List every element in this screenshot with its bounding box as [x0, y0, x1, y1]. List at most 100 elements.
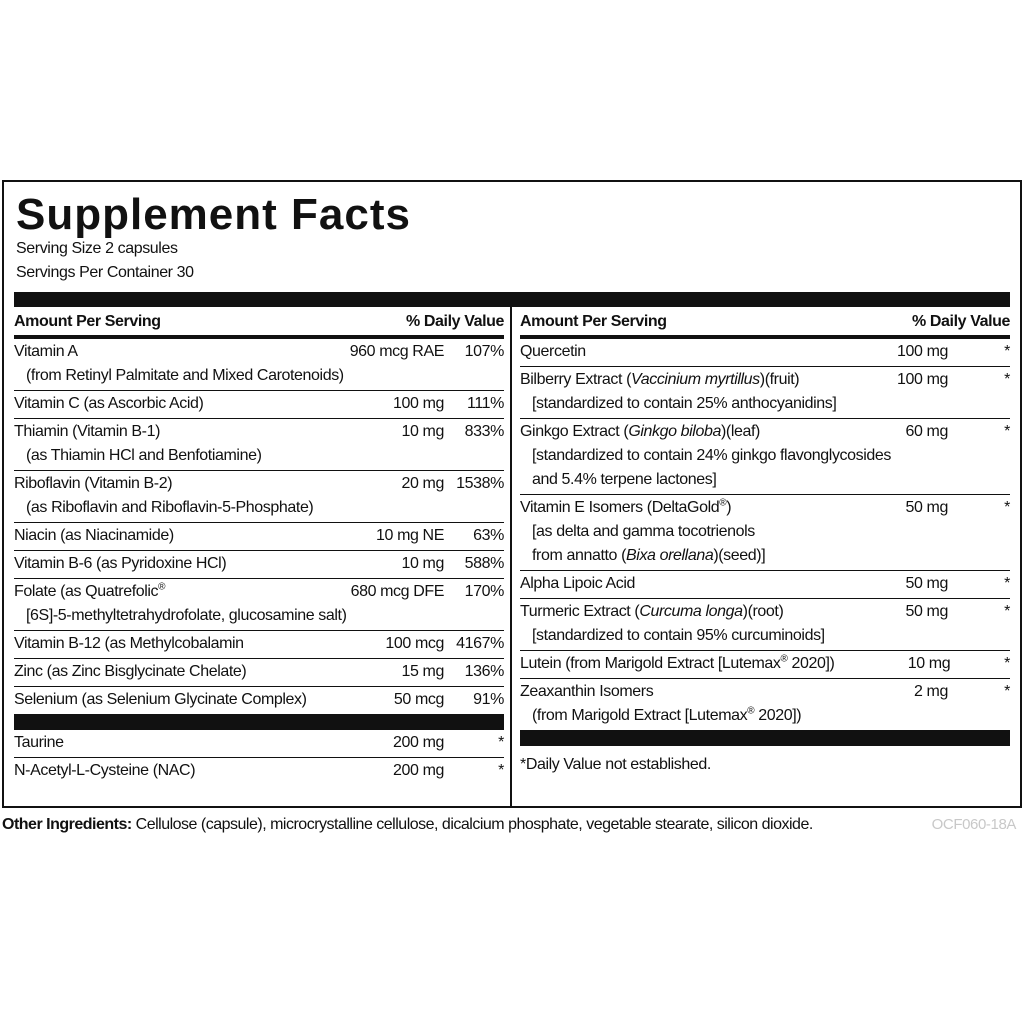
thick-rule — [520, 731, 1010, 746]
nutrient-detail: [standardized to contain 24% ginkgo flav… — [520, 444, 1010, 468]
daily-value: * — [498, 762, 504, 779]
product-code: OCF060-18A — [931, 816, 1017, 833]
amount: 200 mg — [393, 762, 444, 779]
amount: 50 mg — [905, 499, 949, 516]
amount: 960 mcg RAE — [349, 343, 445, 360]
nutrient-detail: [6S]-5-methyltetrahydrofolate, glucosami… — [14, 604, 504, 628]
nutrient-row: Ginkgo Extract (Ginkgo biloba)(leaf) 60 m… — [520, 419, 1010, 495]
amount: 100 mg — [897, 371, 948, 388]
row-main: Zeaxanthin Isomers 2 mg * — [520, 680, 1010, 704]
nutrient-name: Ginkgo Extract (Ginkgo biloba)(leaf) — [520, 420, 828, 444]
text-segment: ® — [158, 581, 166, 593]
amount: 15 mg — [401, 663, 445, 680]
text-segment: (from Retinyl Palmitate and Mixed Carote… — [26, 367, 344, 384]
header-amount: Amount Per Serving — [520, 313, 667, 330]
right-column: Amount Per Serving % Daily Value Quercetin… — [520, 307, 1010, 780]
left-column: Amount Per Serving % Daily Value Vitamin A… — [14, 307, 504, 785]
text-segment: Alpha Lipoic Acid — [520, 575, 636, 592]
nutrient-name: Zinc (as Zinc Bisglycinate Chelate) — [14, 660, 324, 684]
column-header: Amount Per Serving % Daily Value — [14, 307, 504, 339]
thick-rule — [14, 715, 504, 730]
daily-value: 4167% — [456, 635, 504, 652]
row-main: Vitamin A 960 mcg RAE 107% — [14, 340, 504, 364]
text-segment: Turmeric Extract ( — [520, 603, 640, 620]
text-segment: ) — [726, 499, 732, 516]
nutrient-row: Selenium (as Selenium Glycinate Complex)… — [14, 687, 504, 715]
nutrient-name: Vitamin B-12 (as Methylcobalamin — [14, 632, 324, 656]
serving-size: Serving Size 2 capsules — [16, 240, 178, 257]
text-segment: Thiamin (Vitamin B-1) — [14, 423, 161, 440]
daily-value: * — [1004, 655, 1010, 672]
daily-value: 170% — [464, 583, 505, 600]
nutrient-name: Bilberry Extract (Vaccinium myrtillus)(f… — [520, 368, 828, 392]
text-segment: N-Acetyl-L-Cysteine (NAC) — [14, 762, 196, 779]
daily-value: * — [1004, 575, 1010, 592]
nutrient-detail: and 5.4% terpene lactones] — [520, 468, 1010, 492]
text-segment: ® — [780, 653, 788, 665]
nutrient-name: Turmeric Extract (Curcuma longa)(root) — [520, 600, 828, 624]
nutrient-name: Vitamin C (as Ascorbic Acid) — [14, 392, 324, 416]
daily-value: 107% — [464, 343, 505, 360]
column-divider — [510, 292, 512, 806]
row-main: Bilberry Extract (Vaccinium myrtillus)(f… — [520, 368, 1010, 392]
amount: 100 mcg — [385, 635, 444, 652]
amount: 50 mg — [905, 603, 949, 620]
row-main: Taurine 200 mg * — [14, 731, 504, 755]
nutrient-detail: from annatto (Bixa orellana)(seed)] — [520, 544, 1010, 568]
text-segment: Curcuma longa — [639, 603, 743, 620]
nutrient-row: Lutein (from Marigold Extract [Lutemax® … — [520, 651, 1010, 679]
row-main: Zinc (as Zinc Bisglycinate Chelate) 15 mg… — [14, 660, 504, 684]
amount: 10 mg — [401, 423, 445, 440]
text-segment: 2020]) — [787, 655, 835, 672]
header-amount: Amount Per Serving — [14, 313, 161, 330]
row-main: Niacin (as Niacinamide) 10 mg NE 63% — [14, 524, 504, 548]
amount: 20 mg — [401, 475, 445, 492]
daily-value: * — [498, 734, 504, 751]
column-header: Amount Per Serving % Daily Value — [520, 307, 1010, 339]
row-main: Ginkgo Extract (Ginkgo biloba)(leaf) 60 m… — [520, 420, 1010, 444]
nutrient-detail: [standardized to contain 25% anthocyanid… — [520, 392, 1010, 416]
text-segment: (from Marigold Extract [Lutemax — [532, 707, 748, 724]
nutrient-name: Lutein (from Marigold Extract [Lutemax® … — [520, 652, 835, 676]
row-main: Vitamin E Isomers (DeltaGold®) 50 mg * — [520, 496, 1010, 520]
text-segment: )(fruit) — [759, 371, 800, 388]
nutrient-name: Zeaxanthin Isomers — [520, 680, 828, 704]
text-segment: [standardized to contain 25% anthocyanid… — [532, 395, 837, 412]
text-segment: ® — [747, 705, 755, 717]
nutrient-name: Vitamin A — [14, 340, 324, 364]
other-ingredients-label: Other Ingredients: — [2, 816, 132, 833]
nutrient-detail: (as Riboflavin and Riboflavin-5-Phosphat… — [14, 496, 504, 520]
row-main: Selenium (as Selenium Glycinate Complex)… — [14, 688, 504, 712]
text-segment: Niacin (as Niacinamide) — [14, 527, 174, 544]
nutrient-name: Vitamin E Isomers (DeltaGold®) — [520, 496, 828, 520]
row-main: Turmeric Extract (Curcuma longa)(root) 50… — [520, 600, 1010, 624]
nutrient-row: Turmeric Extract (Curcuma longa)(root) 50… — [520, 599, 1010, 651]
nutrient-row: Riboflavin (Vitamin B-2) 20 mg 1538% (as Ri… — [14, 471, 504, 523]
nutrient-row: Vitamin C (as Ascorbic Acid) 100 mg 111% — [14, 391, 504, 419]
nutrient-row: Quercetin 100 mg * — [520, 339, 1010, 367]
daily-value: * — [1004, 603, 1010, 620]
text-segment: Taurine — [14, 734, 64, 751]
text-segment: Riboflavin (Vitamin B-2) — [14, 475, 173, 492]
daily-value: 91% — [473, 691, 504, 708]
other-ingredients-text: Cellulose (capsule), microcrystalline ce… — [135, 816, 814, 833]
nutrient-row: Zeaxanthin Isomers 2 mg * (from Marigold Ex… — [520, 679, 1010, 731]
nutrient-name: Vitamin B-6 (as Pyridoxine HCl) — [14, 552, 324, 576]
row-main: N-Acetyl-L-Cysteine (NAC) 200 mg * — [14, 759, 504, 783]
other-ingredients: Other Ingredients: Cellulose (capsule), … — [2, 816, 813, 834]
text-segment: Lutein (from Marigold Extract [Lutemax — [520, 655, 781, 672]
amount: 10 mg — [401, 555, 445, 572]
text-segment: Vitamin B-12 (as Methylcobalamin — [14, 635, 244, 652]
daily-value: 63% — [473, 527, 504, 544]
nutrient-row: Alpha Lipoic Acid 50 mg * — [520, 571, 1010, 599]
text-segment: (as Riboflavin and Riboflavin-5-Phosphat… — [26, 499, 314, 516]
nutrient-row: Vitamin A 960 mcg RAE 107% (from Retinyl Pa… — [14, 339, 504, 391]
nutrient-row: Taurine 200 mg * — [14, 730, 504, 758]
text-segment: Vitamin C (as Ascorbic Acid) — [14, 395, 204, 412]
text-segment: (as Thiamin HCl and Benfotiamine) — [26, 447, 262, 464]
servings-per-container: Servings Per Container 30 — [16, 264, 194, 281]
text-segment: Vitamin B-6 (as Pyridoxine HCl) — [14, 555, 227, 572]
nutrient-row: Vitamin E Isomers (DeltaGold®) 50 mg * [as … — [520, 495, 1010, 571]
daily-value: 833% — [464, 423, 505, 440]
text-segment: ® — [719, 497, 727, 509]
